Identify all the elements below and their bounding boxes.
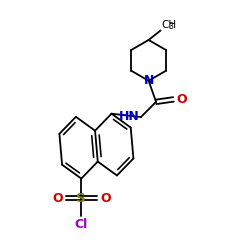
Text: O: O xyxy=(52,192,63,205)
Text: O: O xyxy=(176,93,187,106)
Text: 3: 3 xyxy=(169,22,174,31)
Text: HN: HN xyxy=(119,110,140,122)
Text: CH: CH xyxy=(161,20,176,30)
Text: Cl: Cl xyxy=(75,218,88,231)
Text: S: S xyxy=(76,192,86,205)
Text: N: N xyxy=(144,74,154,87)
Text: O: O xyxy=(100,192,110,205)
